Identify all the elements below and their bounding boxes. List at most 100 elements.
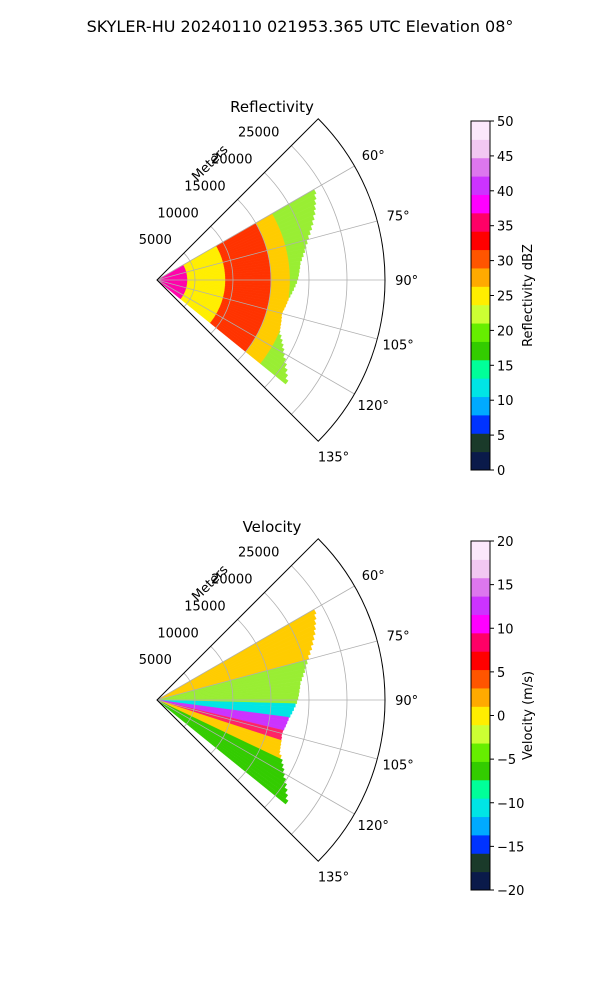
theta-tick-label: 120°	[358, 819, 389, 834]
colorbar-swatch	[471, 157, 490, 177]
theta-tick-label: 75°	[387, 629, 410, 644]
echo-cell	[156, 699, 289, 805]
colorbar-swatch	[471, 212, 490, 232]
sector-frame	[156, 538, 386, 862]
colorbar-tick-label: 20	[497, 324, 514, 339]
colorbar-swatch	[471, 139, 490, 159]
colorbar-swatch	[471, 687, 490, 707]
azimuth-spoke	[156, 699, 355, 815]
echo-cell	[282, 225, 313, 240]
sector-frame	[156, 118, 386, 442]
colorbar-swatch	[471, 632, 490, 652]
echo-cell	[286, 248, 306, 257]
echo-cell	[275, 199, 317, 223]
colorbar-swatch	[471, 577, 490, 597]
echo-cell	[289, 268, 300, 274]
colorbar-tick-label: 10	[497, 622, 514, 637]
azimuth-spoke	[156, 585, 355, 701]
colorbar-tick-label: 30	[497, 255, 514, 270]
echo-cell	[270, 276, 291, 281]
azimuth-spoke	[156, 699, 378, 760]
colorbar-tick-label: 5	[497, 666, 505, 681]
r-tick-label: 15000	[184, 599, 225, 614]
azimuth-spoke	[156, 279, 378, 340]
colorbar-swatch	[471, 231, 490, 251]
azimuth-spoke	[156, 165, 355, 281]
echo-cell	[288, 293, 291, 298]
theta-tick-label: 75°	[387, 209, 410, 224]
azimuth-spoke	[156, 640, 378, 701]
colorbar-swatch	[471, 724, 490, 744]
colorbar-tick-label: −20	[497, 884, 524, 899]
colorbar-swatch	[471, 853, 490, 873]
theta-tick-label: 90°	[395, 274, 418, 289]
colorbar-swatch	[471, 798, 490, 818]
colorbar-swatch	[471, 559, 490, 579]
echo-cell	[276, 204, 317, 227]
r-tick-label: 10000	[157, 626, 198, 641]
echo-cell	[283, 230, 311, 243]
colorbar-swatch	[471, 359, 490, 379]
theta-tick-label: 60°	[362, 569, 385, 584]
r-tick-label: 25000	[238, 546, 279, 561]
colorbar-swatch	[471, 378, 490, 398]
colorbar-swatch	[471, 249, 490, 269]
colorbar-swatch	[471, 194, 490, 214]
colorbar-tick-label: 40	[497, 185, 514, 200]
colorbar-swatch	[471, 121, 490, 140]
echo-cell	[287, 252, 304, 260]
panel-title: Velocity	[243, 518, 302, 536]
figure-title: SKYLER-HU 20240110 021953.365 UTC Elevat…	[87, 17, 514, 36]
colorbar-swatch	[471, 761, 490, 781]
echo-cell	[279, 215, 315, 233]
echo-cell	[286, 244, 307, 253]
r-tick-label: 5000	[139, 233, 172, 248]
echo-cell	[289, 286, 295, 292]
colorbar-tick-label: 5	[497, 429, 505, 444]
colorbar-tick-label: 25	[497, 290, 514, 305]
colorbar-swatch	[471, 871, 490, 891]
theta-tick-label: 60°	[362, 149, 385, 164]
r-tick-label: 25000	[238, 126, 279, 141]
r-tick-label: 20000	[211, 573, 252, 588]
colorbar-swatch	[471, 286, 490, 306]
panel-title: Reflectivity	[230, 98, 314, 116]
colorbar-swatch	[471, 743, 490, 762]
colorbar-label: Reflectivity dBZ	[521, 244, 536, 347]
colorbar-tick-label: 20	[497, 535, 514, 550]
colorbar-swatch	[471, 541, 490, 560]
colorbar-swatch	[471, 596, 490, 615]
r-tick-label: 15000	[184, 179, 225, 194]
colorbar-tick-label: −10	[497, 797, 524, 812]
colorbar: 0 5 10 15 20 25 30 35 40 45 50 Reflectivity dBZ	[470, 115, 536, 479]
echo-cell	[273, 194, 317, 220]
colorbar-swatch	[471, 176, 490, 195]
echo-cell	[280, 220, 314, 236]
colorbar-swatch	[471, 304, 490, 324]
colorbar-swatch	[471, 267, 490, 287]
echo-cell	[289, 276, 299, 281]
r-tick-label: 5000	[139, 653, 172, 668]
theta-tick-label: 135°	[318, 451, 349, 466]
theta-tick-label: 90°	[395, 694, 418, 709]
colorbar-swatch	[471, 614, 490, 634]
colorbar-swatch	[471, 396, 490, 416]
colorbar-swatch	[471, 834, 490, 854]
theta-tick-label: 105°	[382, 759, 413, 774]
colorbar: −20 −15 −10 −5 0 5 10 15 20 Velocity (m/s)	[470, 535, 536, 899]
colorbar-tick-label: 0	[497, 710, 505, 725]
colorbar-swatch	[471, 651, 490, 671]
colorbar-swatch	[471, 706, 490, 726]
colorbar-tick-label: −15	[497, 840, 524, 855]
azimuth-spoke	[156, 220, 378, 281]
colorbar-tick-label: 35	[497, 220, 514, 235]
colorbar-swatch	[471, 433, 490, 453]
r-tick-label: 20000	[211, 153, 252, 168]
theta-tick-label: 105°	[382, 339, 413, 354]
echo-cell	[289, 279, 298, 284]
colorbar-swatch	[471, 414, 490, 434]
echo-cell	[289, 264, 301, 270]
echo-cell	[289, 290, 293, 295]
